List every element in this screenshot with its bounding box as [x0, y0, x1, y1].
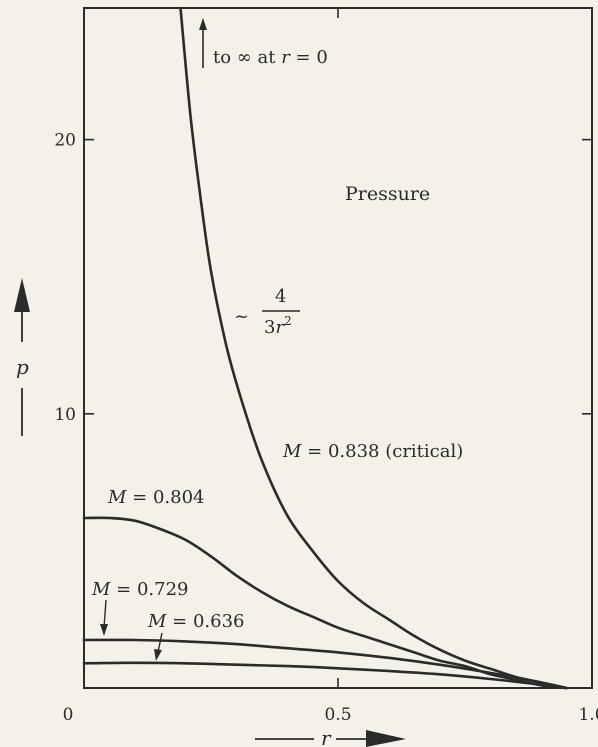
label-m-0729: M = 0.729	[91, 579, 189, 600]
x-tick-label: 0.5	[324, 705, 351, 725]
asymptote-tilde: ~	[234, 306, 249, 327]
label-m-0636: M = 0.636	[147, 611, 245, 632]
infinity-arrow-label: to ∞ at r = 0	[213, 47, 328, 68]
x-axis-label: r	[321, 726, 332, 747]
infinity-arrow-annotation: to ∞ at r = 0	[199, 18, 328, 68]
axis-ticks	[84, 8, 592, 688]
pointer-arrow-m-0636	[154, 632, 163, 661]
axis-tick-labels: 0 0.5 1.0 10 20	[54, 131, 598, 725]
y-axis-label: p	[16, 355, 29, 379]
y-axis-arrow-head	[14, 278, 30, 312]
y-tick-label: 10	[54, 405, 76, 425]
x-tick-label: 0	[63, 705, 74, 725]
asymptote-formula: ~ 4 3r2	[234, 286, 300, 338]
y-axis-label-group: p	[14, 278, 30, 436]
y-tick-label: 20	[54, 131, 76, 151]
series-curves	[82, 6, 568, 690]
asymptote-numerator: 4	[275, 286, 286, 307]
pointer-arrow-m-0729	[100, 599, 108, 636]
series-line-3	[82, 661, 568, 690]
chart-title: Pressure	[345, 183, 430, 205]
x-tick-label: 1.0	[578, 705, 598, 725]
label-m-0838: M = 0.838 (critical)	[282, 441, 463, 462]
x-axis-arrow-head	[366, 730, 406, 747]
x-axis-label-group: r	[255, 726, 406, 747]
asymptote-denominator: 3r2	[264, 314, 292, 338]
series-line-0	[179, 6, 568, 690]
label-m-0804: M = 0.804	[107, 487, 205, 508]
series-line-2	[82, 638, 568, 690]
infinity-arrow-head	[199, 18, 207, 30]
